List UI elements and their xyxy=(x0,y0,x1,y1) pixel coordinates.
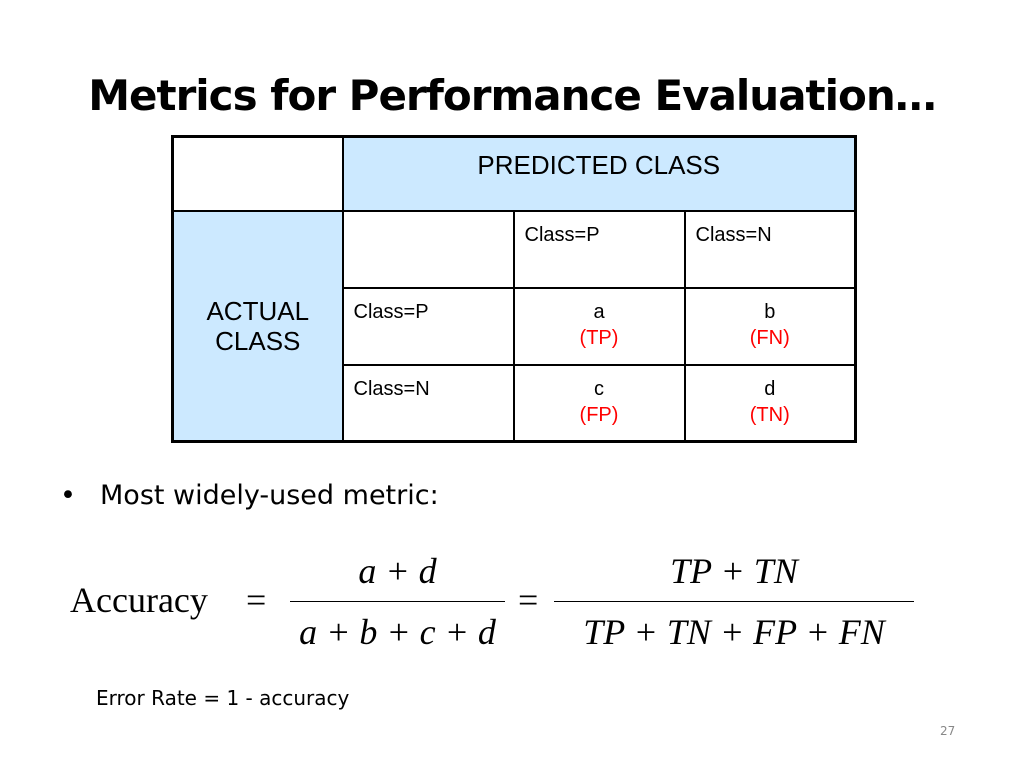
cell-letter: b xyxy=(764,300,776,323)
predicted-class-header: PREDICTED CLASS xyxy=(341,135,857,212)
cell-tag: (TN) xyxy=(749,403,790,426)
row-label-class-n: Class=N xyxy=(341,363,515,443)
cell-tn: d (TN) xyxy=(683,363,857,443)
bullet-item: • Most widely-used metric: xyxy=(60,476,439,516)
fraction-denominator: a + b + c + d xyxy=(299,612,496,652)
actual-header-line1: ACTUAL xyxy=(206,295,310,326)
cell-fp: c (FP) xyxy=(512,363,686,443)
cell-tag: (FP) xyxy=(579,403,619,426)
fraction-numerator: TP + TN xyxy=(670,551,798,591)
actual-class-header: ACTUAL CLASS xyxy=(171,209,344,443)
bullet-text: Most widely-used metric: xyxy=(100,480,439,511)
cell-letter: c xyxy=(594,377,604,400)
row-label-class-p: Class=P xyxy=(341,286,515,366)
cell-letter: d xyxy=(764,377,776,400)
cell-tp: a (TP) xyxy=(512,286,686,366)
cell-fn: b (FN) xyxy=(683,286,857,366)
error-rate-text: Error Rate = 1 - accuracy xyxy=(96,686,350,710)
cell-tag: (TP) xyxy=(579,326,619,349)
fraction-bar xyxy=(554,601,914,602)
fraction-terms: TP + TN TP + TN + FP + FN xyxy=(554,545,914,658)
col-label-class-p: Class=P xyxy=(512,209,686,289)
formula-equals-2: = xyxy=(518,580,539,620)
fraction-numerator: a + d xyxy=(358,551,437,591)
bullet-icon: • xyxy=(60,480,76,511)
page-number: 27 xyxy=(940,724,956,738)
slide-title: Metrics for Performance Evaluation… xyxy=(88,71,937,120)
formula-equals-1: = xyxy=(246,580,267,620)
cell-tag: (FN) xyxy=(749,326,790,349)
accuracy-formula: Accuracy = a + d a + b + c + d = TP + TN… xyxy=(70,545,940,665)
matrix-corner-cell xyxy=(171,135,344,212)
formula-lhs: Accuracy xyxy=(70,580,208,620)
fraction-letters: a + d a + b + c + d xyxy=(290,545,505,658)
col-label-class-n: Class=N xyxy=(683,209,857,289)
confusion-matrix: PREDICTED CLASS ACTUAL CLASS Class=P Cla… xyxy=(171,135,857,443)
fraction-denominator: TP + TN + FP + FN xyxy=(583,612,885,652)
matrix-blank-cell xyxy=(341,209,515,289)
cell-letter: a xyxy=(593,300,605,323)
fraction-bar xyxy=(290,601,505,602)
actual-header-line2: CLASS xyxy=(215,325,301,356)
